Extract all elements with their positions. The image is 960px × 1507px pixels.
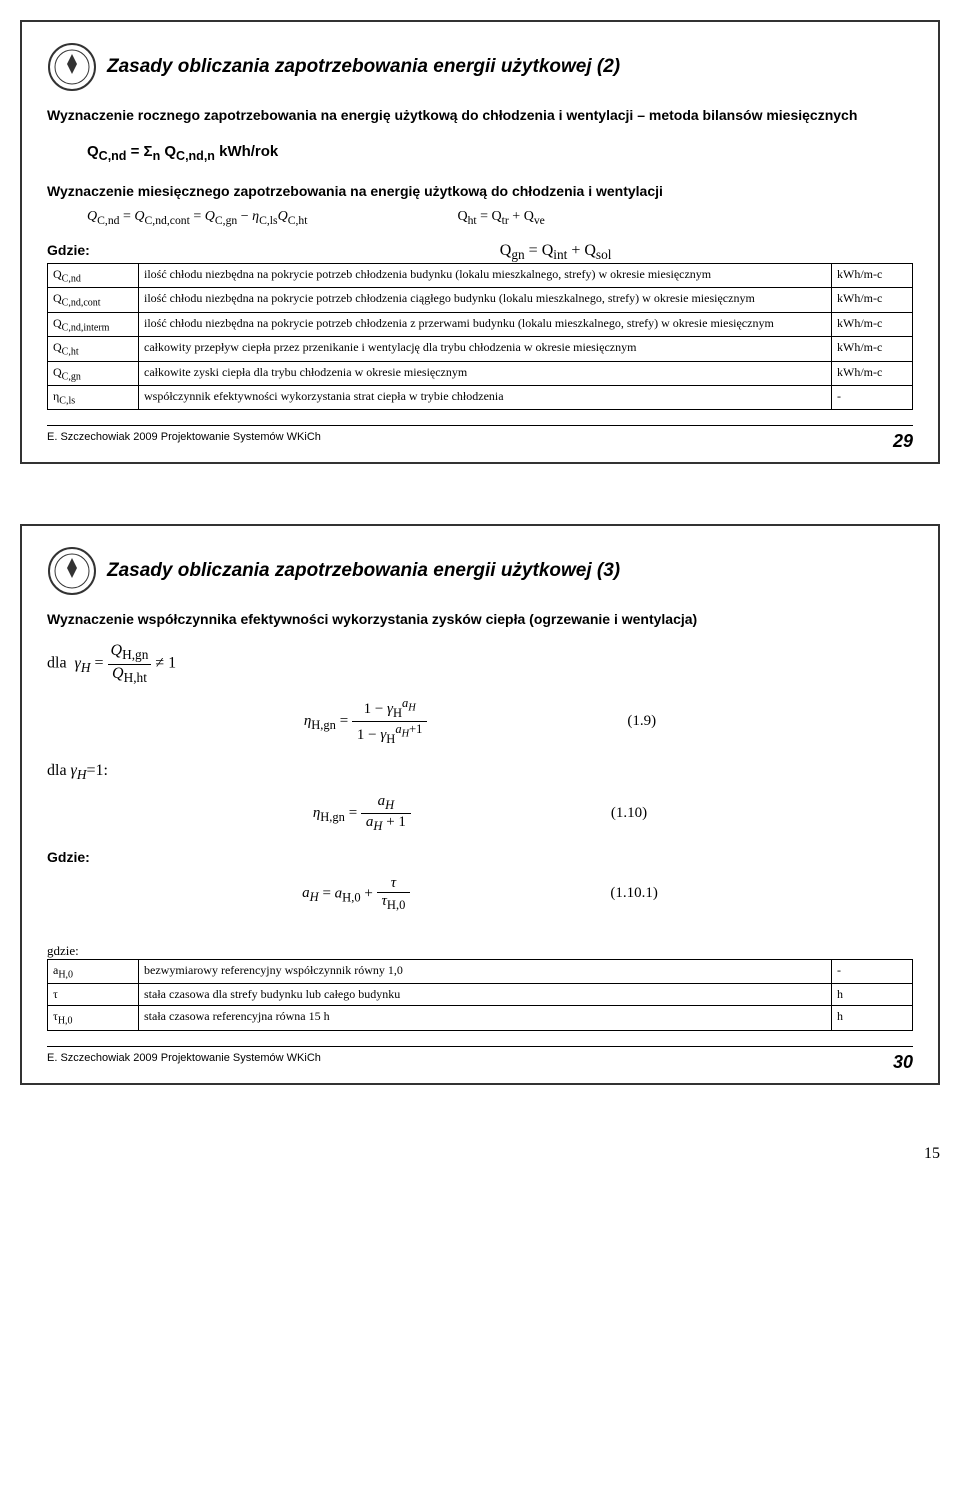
table-row: QC,htcałkowity przepływ ciepła przez prz… — [48, 337, 913, 361]
eq-qht: Qht = Qtr + Qve — [457, 209, 544, 227]
slide-footer: E. Szczechowiak 2009 Projektowanie Syste… — [47, 425, 913, 452]
slide-footer: E. Szczechowiak 2009 Projektowanie Syste… — [47, 1046, 913, 1073]
definitions-table-2: aH,0bezwymiarowy referencyjny współczynn… — [47, 959, 913, 1031]
table-row: QC,ndilość chłodu niezbędna na pokrycie … — [48, 263, 913, 287]
table-row: QC,nd,intermilość chłodu niezbędna na po… — [48, 312, 913, 336]
gdzie-label: Gdzie: — [47, 849, 913, 865]
slide-30: Zasady obliczania zapotrzebowania energi… — [20, 524, 940, 1084]
university-seal-icon — [47, 42, 97, 92]
university-seal-icon — [47, 546, 97, 596]
equation-1-9: ηH,gn = 1 − γHaH 1 − γHaH+1 (1.9) — [47, 696, 913, 747]
eq-qcnd: QC,nd = QC,nd,cont = QC,gn − ηC,lsQC,ht — [87, 209, 307, 227]
slide-number: 30 — [893, 1052, 913, 1073]
equation-1-10-1: aH = aH,0 + τ τH,0 (1.10.1) — [47, 875, 913, 913]
eq-case1-label: dla γH = QH,gn QH,ht ≠ 1 — [47, 642, 913, 685]
footer-author: E. Szczechowiak 2009 Projektowanie Syste… — [47, 1052, 321, 1073]
table-row: τH,0stała czasowa referencyjna równa 15 … — [48, 1006, 913, 1030]
monthly-demand-text: Wyznaczenie miesięcznego zapotrzebowania… — [47, 183, 913, 199]
eq-qgn: Qgn = Qint + Qsol — [500, 242, 612, 263]
definitions-table: QC,ndilość chłodu niezbędna na pokrycie … — [47, 263, 913, 410]
table-pre-label: gdzie: — [47, 943, 913, 959]
gdzie-label: Gdzie: — [47, 242, 90, 258]
table-row: aH,0bezwymiarowy referencyjny współczynn… — [48, 959, 913, 983]
slide-title: Zasady obliczania zapotrzebowania energi… — [107, 560, 620, 582]
annual-formula: QC,nd = Σn QC,nd,n kWh/rok — [87, 143, 913, 163]
equation-row-1: QC,nd = QC,nd,cont = QC,gn − ηC,lsQC,ht … — [87, 209, 913, 227]
page-number: 15 — [20, 1145, 940, 1163]
table-row: QC,nd,contilość chłodu niezbędna na pokr… — [48, 288, 913, 312]
table-row: τstała czasowa dla strefy budynku lub ca… — [48, 984, 913, 1006]
slide-number: 29 — [893, 431, 913, 452]
table-row: QC,gncałkowite zyski ciepła dla trybu ch… — [48, 361, 913, 385]
slide-header: Zasady obliczania zapotrzebowania energi… — [47, 546, 913, 596]
eq-number: (1.10) — [611, 805, 647, 822]
slide-29: Zasady obliczania zapotrzebowania energi… — [20, 20, 940, 464]
table-row: ηC,lswspółczynnik efektywności wykorzyst… — [48, 385, 913, 409]
footer-author: E. Szczechowiak 2009 Projektowanie Syste… — [47, 431, 321, 452]
slide-header: Zasady obliczania zapotrzebowania energi… — [47, 42, 913, 92]
equation-1-10: ηH,gn = aH aH + 1 (1.10) — [47, 793, 913, 834]
slide-title: Zasady obliczania zapotrzebowania energi… — [107, 56, 620, 78]
eq-case2-label: dla γH=1: — [47, 762, 913, 783]
eq-number: (1.10.1) — [610, 885, 658, 902]
annual-demand-text: Wyznaczenie rocznego zapotrzebowania na … — [47, 107, 913, 123]
eq-number: (1.9) — [627, 713, 656, 730]
efficiency-text: Wyznaczenie współczynnika efektywności w… — [47, 611, 913, 627]
